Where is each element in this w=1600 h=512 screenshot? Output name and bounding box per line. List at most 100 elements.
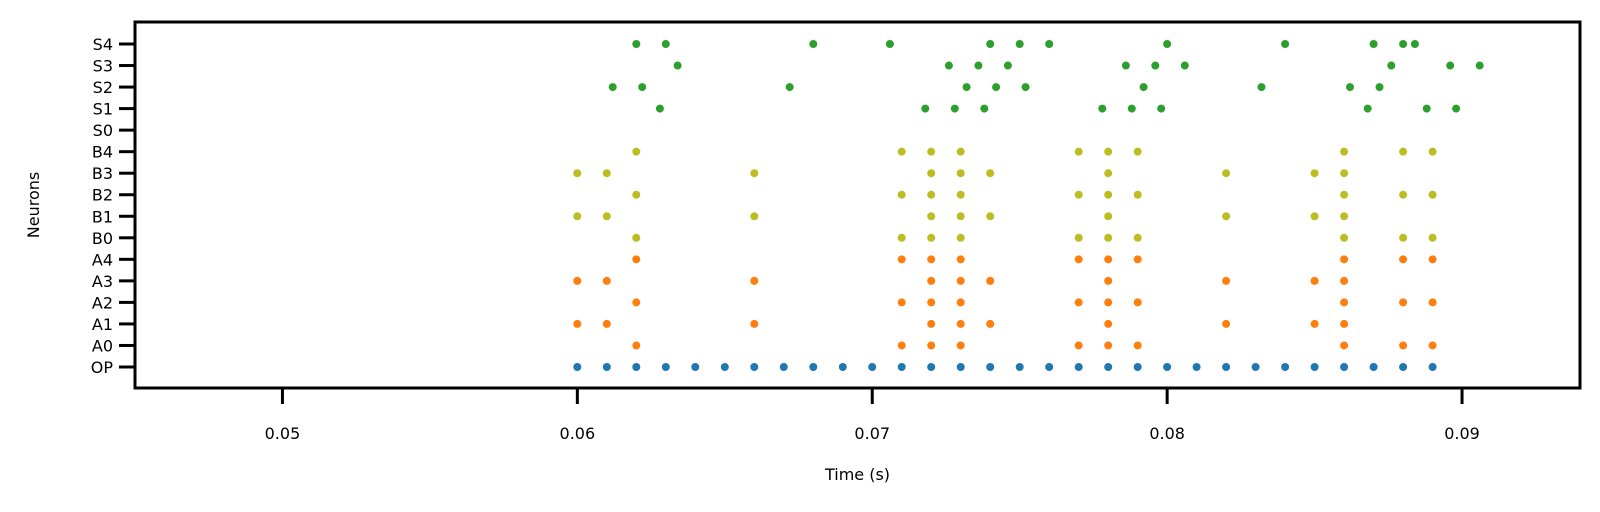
- x-axis-label: Time (s): [824, 465, 890, 484]
- spike-op-6: [750, 363, 759, 371]
- y-tick-label-a2: A2: [92, 293, 113, 312]
- spike-b4-3: [956, 147, 965, 156]
- spike-s3-4: [1121, 61, 1130, 70]
- spike-a1-3: [927, 319, 936, 328]
- spike-b3-7: [1222, 169, 1231, 178]
- spike-op-10: [868, 363, 877, 371]
- spike-a2-6: [1133, 298, 1142, 307]
- spike-s4-3: [885, 40, 894, 48]
- spike-b3-3: [927, 169, 936, 178]
- spike-b1-0: [573, 212, 582, 221]
- spike-b0-4: [1074, 233, 1083, 242]
- spike-a4-9: [1428, 255, 1437, 264]
- spike-op-5: [720, 363, 729, 371]
- spike-a2-7: [1340, 298, 1349, 307]
- spike-op-19: [1133, 363, 1142, 371]
- x-tick-label-4: 0.09: [1444, 424, 1480, 443]
- spike-op-3: [661, 363, 670, 371]
- spike-a2-9: [1428, 298, 1437, 307]
- spike-s3-7: [1387, 61, 1396, 70]
- y-tick-label-b0: B0: [92, 229, 113, 248]
- spike-op-16: [1045, 363, 1054, 371]
- spike-b4-2: [927, 147, 936, 156]
- spike-s3-6: [1180, 61, 1189, 70]
- spike-b1-4: [956, 212, 965, 221]
- spike-b3-8: [1310, 169, 1319, 178]
- spike-a4-0: [632, 255, 641, 264]
- spike-a0-1: [897, 341, 906, 350]
- x-tick-label-0: 0.05: [265, 424, 301, 443]
- spike-s1-5: [1127, 104, 1136, 113]
- spike-b1-3: [927, 212, 936, 221]
- spike-b4-6: [1133, 147, 1142, 156]
- y-tick-label-b2: B2: [92, 186, 113, 205]
- spike-a3-1: [602, 276, 611, 285]
- spike-b3-6: [1104, 169, 1113, 178]
- spike-a4-3: [956, 255, 965, 264]
- spike-a2-8: [1399, 298, 1408, 307]
- spike-a3-5: [986, 276, 995, 285]
- spike-a3-3: [927, 276, 936, 285]
- spike-op-2: [632, 363, 641, 371]
- spike-b1-9: [1340, 212, 1349, 221]
- spike-b3-1: [602, 169, 611, 178]
- spike-s3-8: [1446, 61, 1455, 70]
- spike-a3-9: [1340, 276, 1349, 285]
- spike-b4-9: [1428, 147, 1437, 156]
- spike-s4-10: [1399, 40, 1408, 48]
- spike-b1-2: [750, 212, 759, 221]
- spike-s1-0: [655, 104, 664, 113]
- spike-a1-6: [1104, 319, 1113, 328]
- spike-op-18: [1104, 363, 1113, 371]
- y-axis-ticks: OP A0 A1 A2 A3 A4 B0 B1 B2 B3 B4 S0 S1 S2 S3 S4: [91, 35, 135, 377]
- spike-b4-8: [1399, 147, 1408, 156]
- spike-s4-4: [986, 40, 995, 48]
- spike-b3-5: [986, 169, 995, 178]
- spike-s3-5: [1151, 61, 1160, 70]
- spike-b1-1: [602, 212, 611, 221]
- spike-b2-8: [1399, 190, 1408, 199]
- spike-a0-2: [927, 341, 936, 350]
- spike-s1-4: [1098, 104, 1107, 113]
- spike-a2-0: [632, 298, 641, 307]
- spike-b0-0: [632, 233, 641, 242]
- spike-b3-0: [573, 169, 582, 178]
- spike-s3-1: [944, 61, 953, 70]
- spike-a0-4: [1074, 341, 1083, 350]
- spike-op-1: [602, 363, 611, 371]
- spike-b4-0: [632, 147, 641, 156]
- spike-s1-8: [1422, 104, 1431, 113]
- spike-s2-8: [1346, 83, 1354, 92]
- spike-b1-6: [1104, 212, 1113, 221]
- y-tick-label-a4: A4: [92, 250, 113, 269]
- spike-a2-3: [956, 298, 965, 307]
- spike-s2-0: [608, 83, 617, 92]
- spike-s2-4: [992, 83, 1001, 92]
- spike-op-11: [897, 363, 906, 371]
- spike-b4-1: [897, 147, 906, 156]
- spike-a1-0: [573, 319, 582, 328]
- spike-s1-1: [921, 104, 930, 113]
- spike-a4-4: [1074, 255, 1083, 264]
- spike-b2-0: [632, 190, 641, 199]
- spike-s3-2: [974, 61, 983, 70]
- spike-s4-0: [632, 40, 641, 48]
- spike-b4-7: [1340, 147, 1349, 156]
- spike-b1-5: [986, 212, 995, 221]
- spike-op-29: [1428, 363, 1437, 371]
- spike-b2-1: [897, 190, 906, 199]
- spike-op-21: [1192, 363, 1201, 371]
- y-tick-label-s4: S4: [93, 35, 113, 54]
- y-tick-label-a1: A1: [92, 315, 113, 334]
- spike-a1-2: [750, 319, 759, 328]
- spike-a4-1: [897, 255, 906, 264]
- spike-a0-5: [1104, 341, 1113, 350]
- spike-s2-6: [1139, 83, 1148, 92]
- spike-op-25: [1310, 363, 1319, 371]
- spike-b2-9: [1428, 190, 1437, 199]
- spike-b2-3: [956, 190, 965, 199]
- spike-a0-7: [1340, 341, 1349, 350]
- spike-b0-9: [1428, 233, 1437, 242]
- spike-s4-2: [809, 40, 818, 48]
